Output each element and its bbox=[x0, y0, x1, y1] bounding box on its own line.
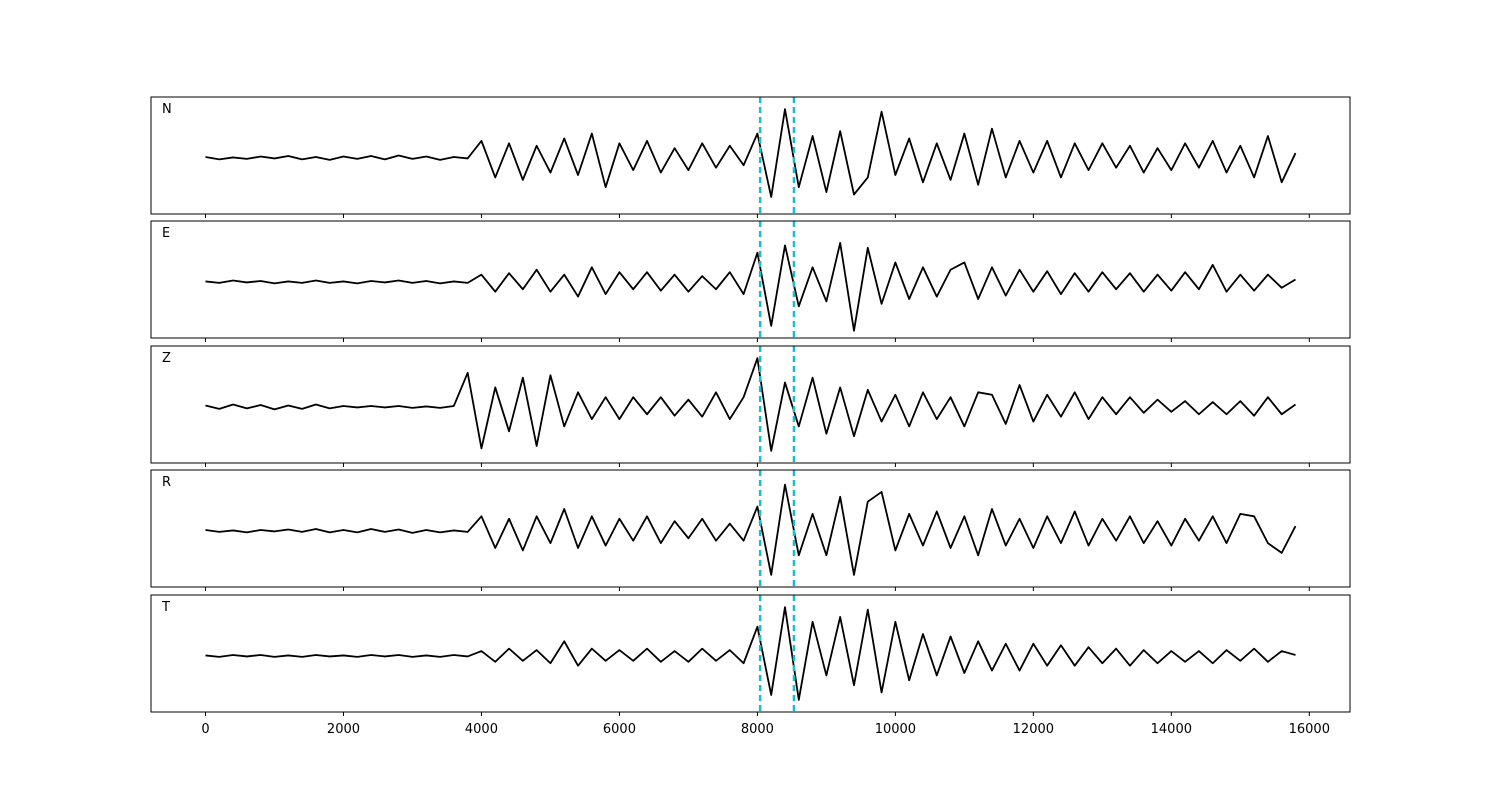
panel-frame bbox=[150, 594, 1351, 713]
panel-frame bbox=[150, 96, 1351, 215]
waveform bbox=[205, 606, 1296, 701]
x-tick-label: 6000 bbox=[603, 722, 636, 737]
panel-label: N bbox=[162, 102, 172, 117]
x-tick-label: 0 bbox=[201, 722, 209, 737]
x-tick-label: 2000 bbox=[327, 722, 360, 737]
waveform bbox=[205, 242, 1296, 332]
panel-label: Z bbox=[162, 351, 171, 366]
panel-label: T bbox=[161, 600, 170, 615]
waveform bbox=[205, 108, 1297, 198]
panel-label: R bbox=[162, 475, 171, 490]
x-tick-label: 4000 bbox=[465, 722, 498, 737]
x-tick-label: 10000 bbox=[875, 722, 916, 737]
panel-frame bbox=[150, 220, 1351, 339]
panel-frame bbox=[150, 345, 1351, 464]
x-tick-label: 16000 bbox=[1289, 722, 1330, 737]
panel-label: E bbox=[162, 226, 170, 241]
x-tick-label: 8000 bbox=[741, 722, 774, 737]
waveform bbox=[205, 483, 1297, 576]
x-tick-label: 14000 bbox=[1151, 722, 1192, 737]
waveform bbox=[205, 357, 1297, 452]
panel-frame bbox=[150, 469, 1351, 588]
x-tick-label: 12000 bbox=[1013, 722, 1054, 737]
